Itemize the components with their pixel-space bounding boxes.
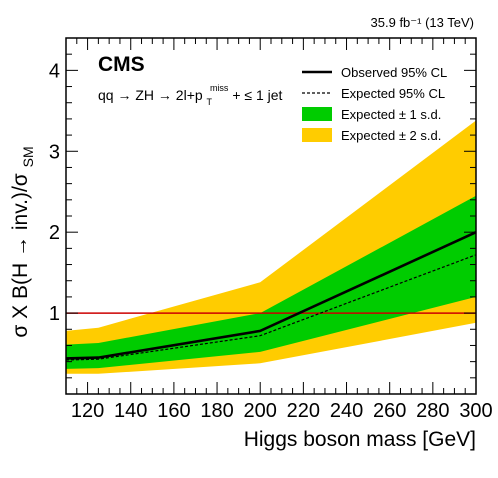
legend-label-expected-2-s-d: Expected ± 2 s.d. [341, 128, 441, 143]
lines-layer [65, 231, 477, 361]
process-label: qq → ZH → 2l+p T miss + ≤ 1 jet [98, 78, 283, 108]
x-tick-label: 160 [157, 400, 190, 422]
x-tick-label: 120 [71, 400, 104, 422]
x-axis-title: Higgs boson mass [GeV] [244, 428, 476, 451]
cms-label: CMS [98, 53, 145, 76]
y-axis-title-sub: SM [20, 146, 36, 167]
legend-swatch-expected-1-s-d [302, 107, 332, 121]
y-tick-label: 4 [49, 60, 60, 82]
y-tick-label: 3 [49, 141, 60, 163]
series-expected-95-cl [65, 254, 477, 361]
x-tick-label: 300 [459, 400, 492, 422]
process-label-super: miss [210, 83, 229, 93]
bands-layer [66, 120, 476, 374]
legend-label-observed-95-cl: Observed 95% CL [341, 65, 447, 80]
x-tick-label: 280 [416, 400, 449, 422]
y-tick-label: 2 [49, 222, 60, 244]
process-label-sub: T [207, 97, 213, 107]
y-axis-title: σ X B(H → inv.)/σ SM [9, 146, 36, 337]
process-label-main: qq → ZH → 2l+p [98, 87, 203, 103]
legend-label-expected-95-cl: Expected 95% CL [341, 86, 445, 101]
ticks-layer: 120 140 160 180 200 220 240 260 280 300 1 2 3 4 [49, 37, 493, 422]
legend-label-expected-1-s-d: Expected ± 1 s.d. [341, 107, 441, 122]
legend-swatch-expected-2-s-d [302, 128, 332, 142]
series-observed-95-cl [65, 231, 477, 360]
process-label-suffix: + ≤ 1 jet [232, 87, 282, 103]
band-expected-1-s-d [66, 195, 476, 369]
y-axis-title-main: σ X B(H → inv.)/σ [9, 173, 32, 337]
x-tick-label: 180 [200, 400, 233, 422]
legend: Observed 95% CL Expected 95% CL Expected ±… [302, 65, 447, 143]
x-tick-label: 200 [244, 400, 277, 422]
x-tick-label: 240 [330, 400, 363, 422]
x-tick-label: 260 [373, 400, 406, 422]
x-tick-label: 220 [287, 400, 320, 422]
y-tick-label: 1 [49, 303, 60, 325]
x-tick-label: 140 [114, 400, 147, 422]
lumi-label: 35.9 fb⁻¹ (13 TeV) [371, 15, 474, 30]
